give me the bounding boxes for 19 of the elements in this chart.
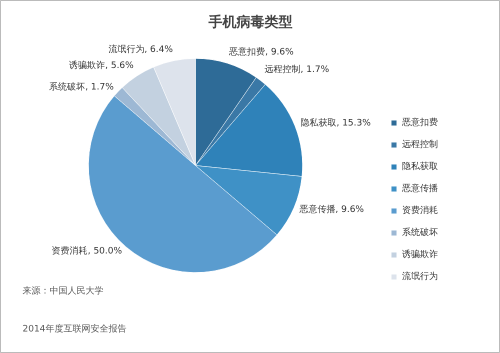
data-label: 系统破坏, 1.7% bbox=[49, 81, 114, 92]
legend-label: 隐私获取 bbox=[402, 160, 438, 173]
data-label: 资费消耗, 50.0% bbox=[52, 245, 122, 256]
data-label: 诱骗欺诈, 5.6% bbox=[69, 60, 134, 71]
source-note: 来源：中国人民大学 bbox=[22, 286, 104, 296]
legend-label: 资费消耗 bbox=[402, 204, 438, 217]
data-label: 远程控制, 1.7% bbox=[264, 64, 330, 76]
legend-label: 系统破坏 bbox=[402, 226, 438, 239]
legend-label: 流氓行为 bbox=[402, 270, 438, 283]
data-label: 隐私获取, 15.3% bbox=[300, 118, 372, 129]
legend-label: 远程控制 bbox=[402, 138, 438, 151]
data-label: 恶意扣费, 9.6% bbox=[228, 46, 294, 58]
data-label: 恶意传播, 9.6% bbox=[298, 204, 364, 215]
chart-title: 手机病毒类型 bbox=[208, 14, 292, 30]
text: 2014年度互联网安全报告 bbox=[22, 324, 126, 334]
data-label: 流氓行为, 6.4% bbox=[108, 44, 174, 55]
legend-label: 恶意传播 bbox=[402, 182, 438, 195]
legend-label: 恶意扣费 bbox=[402, 116, 438, 129]
legend-label: 诱骗欺诈 bbox=[402, 248, 438, 261]
